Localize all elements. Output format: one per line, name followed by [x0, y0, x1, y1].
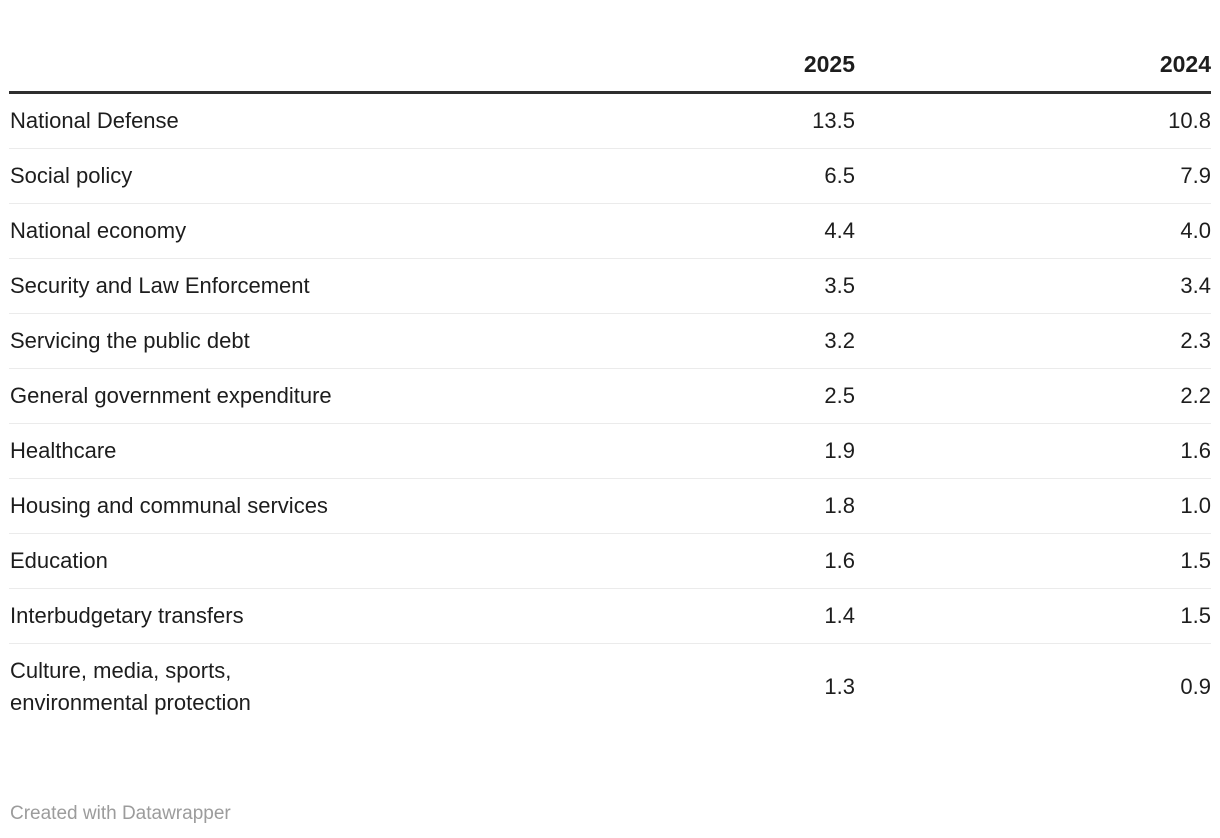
row-value-2025: 4.4 — [509, 203, 855, 259]
column-header-2025: 2025 — [509, 40, 855, 94]
row-value-2024: 0.9 — [1180, 674, 1211, 699]
table-row: General government expenditure 2.5 2.2 — [9, 368, 1211, 424]
column-header-category — [9, 40, 509, 94]
row-value-2025: 13.5 — [509, 92, 855, 149]
table-header-row: 2025 2024 — [9, 40, 1211, 94]
row-value-2024: 1.5 — [855, 588, 1211, 644]
table-row: National Defense 13.5 10.8 — [9, 92, 1211, 149]
table-row: Housing and communal services 1.8 1.0 — [9, 478, 1211, 534]
table-row: Social policy 6.5 7.9 — [9, 148, 1211, 204]
table-row: Healthcare 1.9 1.6 — [9, 423, 1211, 479]
row-value-2025: 1.4 — [509, 588, 855, 644]
data-table: 2025 2024 National Defense 13.5 10.8 Social… — [9, 40, 1211, 730]
row-label: National economy — [9, 203, 509, 259]
row-value-2024: 3.4 — [855, 258, 1211, 314]
column-header-2024: 2024 — [855, 40, 1211, 94]
row-value-2025: 3.2 — [509, 313, 855, 369]
row-value-2024: 7.9 — [855, 148, 1211, 204]
row-value-2024: 1.0 — [855, 478, 1211, 534]
row-value-2024: 2.2 — [855, 368, 1211, 424]
table-row: Security and Law Enforcement 3.5 3.4 — [9, 258, 1211, 314]
row-value-2024: 1.5 — [855, 533, 1211, 589]
row-value-2024: 2.3 — [855, 313, 1211, 369]
row-label: General government expenditure — [9, 368, 509, 424]
row-value-2025: 6.5 — [509, 148, 855, 204]
table-row: Education 1.6 1.5 — [9, 533, 1211, 589]
row-value-2025: 2.5 — [509, 368, 855, 424]
attribution-text: Created with Datawrapper — [10, 803, 231, 824]
row-value-2024: 1.6 — [855, 423, 1211, 479]
row-label: Security and Law Enforcement — [9, 258, 509, 314]
row-label: Housing and communal services — [9, 478, 509, 534]
row-value-2024: 4.0 — [855, 203, 1211, 259]
datawrapper-table-chart: 2025 2024 National Defense 13.5 10.8 Social… — [0, 40, 1220, 838]
row-label: Culture, media, sports, environmental pr… — [10, 658, 251, 715]
row-value-2025: 1.3 — [824, 674, 855, 699]
table-row: Servicing the public debt 3.2 2.3 — [9, 313, 1211, 369]
row-label: Servicing the public debt — [9, 313, 509, 369]
table-row: National economy 4.4 4.0 — [9, 203, 1211, 259]
row-label: National Defense — [9, 92, 509, 149]
row-label: Interbudgetary transfers — [9, 588, 509, 644]
row-label: Healthcare — [9, 423, 509, 479]
row-label: Education — [9, 533, 509, 589]
row-label: Social policy — [9, 148, 509, 204]
row-value-2024: 10.8 — [855, 92, 1211, 149]
table-row: Culture, media, sports, environmental pr… — [9, 644, 1211, 731]
table-row: Interbudgetary transfers 1.4 1.5 — [9, 588, 1211, 644]
row-value-2025: 1.9 — [509, 423, 855, 479]
row-value-2025: 1.6 — [509, 533, 855, 589]
row-value-2025: 3.5 — [509, 258, 855, 314]
attribution: Created with Datawrapper — [10, 802, 231, 826]
row-value-2025: 1.8 — [509, 478, 855, 534]
